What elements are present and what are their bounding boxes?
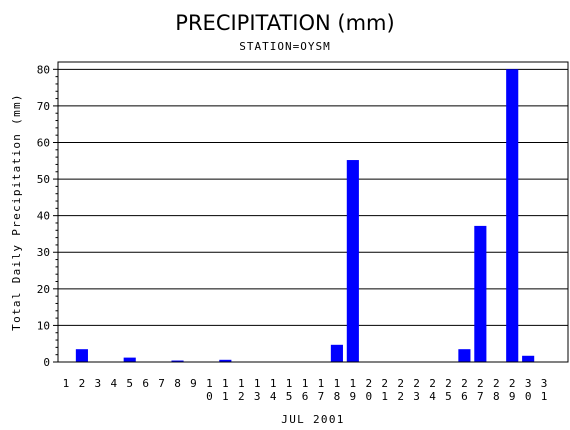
bar-series — [75, 69, 535, 362]
x-axis-title: JUL 2001 — [281, 413, 344, 426]
bar — [75, 349, 88, 362]
y-tick-label: 50 — [37, 173, 50, 186]
x-tick-label: 5 — [126, 377, 133, 390]
chart-title: PRECIPITATION (mm) — [175, 11, 394, 35]
bar — [522, 355, 535, 362]
y-tick-label: 10 — [37, 319, 50, 332]
y-tick-label: 80 — [37, 63, 50, 76]
y-tick-label: 40 — [37, 210, 50, 223]
y-axis-ticks: 0 10 20 30 40 50 60 70 80 — [37, 63, 58, 369]
bar — [506, 69, 519, 362]
x-tick-label: 6 — [142, 377, 149, 390]
y-axis-title: Total Daily Precipitation (mm) — [10, 93, 23, 331]
bar — [171, 360, 184, 362]
y-tick-label: 60 — [37, 136, 50, 149]
bar — [123, 357, 136, 362]
x-tick-label: 7 — [158, 377, 165, 390]
bar — [219, 359, 232, 362]
plot-frame — [57, 61, 569, 363]
chart-subtitle: STATION=OYSM — [239, 40, 330, 53]
x-tick-label: 8 — [174, 377, 181, 390]
x-tick-label: 1 — [63, 377, 70, 390]
x-tick-label: 4 — [110, 377, 117, 390]
bar — [346, 160, 359, 362]
x-axis-ticks: 1 2 3 4 5 6 7 8 9 1 01 11 21 31 41 51 61 71 81 92 02 12 22 32 42… — [63, 377, 548, 403]
bar — [458, 349, 471, 362]
x-tick-label: 2 — [79, 377, 86, 390]
x-tick-label: 3 — [95, 377, 102, 390]
y-tick-label: 70 — [37, 100, 50, 113]
y-tick-label: 0 — [43, 356, 50, 369]
bar — [474, 225, 487, 362]
y-tick-label: 20 — [37, 283, 50, 296]
grid-lines — [58, 68, 568, 326]
y-tick-label: 30 — [37, 246, 50, 259]
x-tick-label: 9 — [190, 377, 197, 390]
bar — [330, 344, 343, 362]
